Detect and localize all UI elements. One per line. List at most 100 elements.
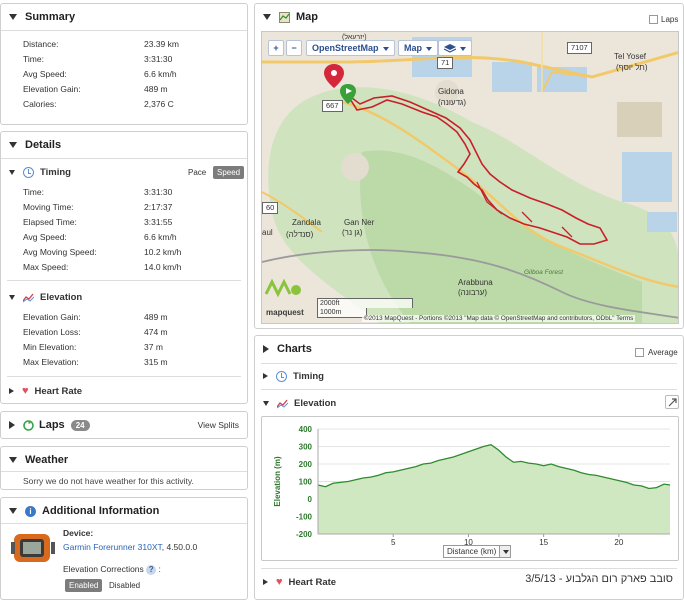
elevation-series-line (317, 444, 671, 490)
additional-info-panel: i Additional Information Device: Garmin … (0, 497, 248, 600)
view-splits-link[interactable]: View Splits (197, 420, 239, 430)
chevron-down-icon (426, 46, 432, 51)
zoom-in-button[interactable]: + (268, 40, 284, 56)
clock-icon (23, 166, 34, 178)
place-label: (גן נר) (342, 228, 363, 237)
collapse-icon (9, 142, 17, 148)
details-panel: Details Timing Pace Speed Time: 3:31:30 M… (0, 131, 248, 404)
device-label: Device: (63, 528, 94, 538)
additional-info-title: Additional Information (42, 505, 160, 517)
laps-panel: Laps 24 View Splits (0, 411, 248, 439)
place-label: Gidona (438, 87, 464, 96)
heart-icon: ♥ (276, 575, 283, 588)
map-panel: Map Laps (254, 3, 684, 329)
help-icon[interactable]: ? (146, 565, 157, 575)
timing-subheader[interactable]: Timing (9, 164, 71, 180)
layers-button[interactable] (438, 40, 472, 56)
map-title: Map (296, 11, 318, 23)
layer-select[interactable]: OpenStreetMap (306, 40, 395, 56)
x-axis-select[interactable]: Distance (km) (443, 545, 511, 558)
y-tick-label: 300 (299, 443, 313, 452)
device-info: Garmin Forerunner 310XT, 4.50.0.0 (63, 542, 198, 552)
expand-arrows-icon (668, 398, 677, 407)
chevron-down-icon (460, 46, 466, 51)
road-shield: 60 (262, 202, 279, 214)
x-tick-label: 5 (391, 538, 396, 547)
elevation-chart: 400 300 200 100 0 -100 -200 5 10 15 20 Elevation (m… (261, 416, 679, 561)
charts-header[interactable]: Charts (255, 336, 683, 362)
place-label: Tel Yosef (614, 52, 647, 61)
scale-bar-m: 1000m (317, 308, 367, 318)
timing-title: Timing (40, 166, 71, 178)
enabled-toggle[interactable]: Enabled (65, 579, 103, 592)
heart-rate-title: Heart Rate (34, 385, 83, 397)
road-shield: 71 (437, 57, 454, 69)
y-tick-label: 0 (308, 495, 313, 504)
charts-panel: Charts Average Timing Elevation 400 300 20… (254, 335, 684, 600)
map-attribution[interactable]: ©2013 MapQuest - Portions ©2013 "Map dat… (362, 315, 636, 322)
map-header[interactable]: Map (255, 4, 683, 30)
place-label: Gilboa Forest (524, 269, 564, 276)
x-tick-label: 15 (539, 538, 548, 547)
average-checkbox[interactable] (635, 348, 644, 357)
activity-name: סובב פארק רום הגלבוע - 3/5/13 (525, 573, 673, 585)
mapquest-logo: mapquest (266, 308, 304, 317)
laps-icon (23, 419, 34, 431)
details-header[interactable]: Details (1, 132, 247, 158)
additional-info-header[interactable]: i Additional Information (1, 498, 247, 524)
average-checkbox-label: Average (648, 348, 678, 357)
expand-chart-button[interactable] (665, 395, 679, 409)
chart-timing-title: Timing (293, 370, 324, 382)
disabled-toggle[interactable]: Disabled (109, 581, 141, 590)
info-icon: i (25, 505, 36, 517)
collapse-icon (9, 508, 17, 514)
laps-header[interactable]: Laps 24 (1, 412, 247, 438)
zoom-out-button[interactable]: − (286, 40, 302, 56)
map-canvas[interactable]: + − OpenStreetMap Map 7107 71 667 60 Tel… (261, 31, 679, 324)
expand-icon (263, 579, 268, 585)
summary-title: Summary (25, 11, 76, 23)
clock-icon (276, 370, 287, 382)
summary-header[interactable]: Summary (1, 4, 247, 30)
weather-title: Weather (25, 454, 69, 466)
pace-toggle[interactable]: Pace (188, 168, 207, 177)
place-label: (ערבונה) (458, 288, 488, 297)
device-watch-icon (11, 534, 55, 562)
y-tick-label: -100 (296, 513, 313, 522)
heart-icon: ♥ (22, 384, 29, 397)
collapse-icon (9, 457, 17, 463)
elevation-area (318, 444, 670, 534)
speed-toggle[interactable]: Speed (213, 166, 245, 179)
weather-header[interactable]: Weather (1, 447, 247, 473)
elevation-title: Elevation (40, 291, 83, 303)
place-label: (סנדלה) (286, 230, 314, 239)
weather-message: Sorry we do not have weather for this ac… (23, 476, 194, 486)
place-label: Arabbuna (458, 278, 493, 287)
road-shield: 667 (322, 100, 343, 112)
laps-checkbox[interactable] (649, 15, 658, 24)
summary-panel: Summary Distance: 23.39 km Time: 3:31:30 A… (0, 3, 248, 125)
collapse-icon (9, 14, 17, 20)
y-tick-label: 200 (299, 460, 313, 469)
place-label: (תל יוסף) (616, 63, 648, 72)
elevation-subheader[interactable]: Elevation (9, 289, 82, 305)
elevation-icon (277, 399, 288, 408)
y-tick-label: 400 (299, 425, 313, 434)
collapse-icon (9, 169, 15, 175)
x-tick-label: 20 (614, 538, 623, 547)
elevation-corrections-label: Elevation Corrections ? : (63, 564, 161, 575)
x-tick-label: 10 (464, 538, 473, 547)
chevron-down-icon (382, 46, 389, 51)
map-type-select[interactable]: Map (398, 40, 438, 56)
device-link[interactable]: Garmin Forerunner 310XT (63, 542, 162, 552)
scale-bar-ft: 2000ft (317, 298, 413, 308)
chart-elevation-subheader[interactable]: Elevation (263, 395, 336, 411)
chart-heart-rate-subheader[interactable]: ♥ Heart Rate (263, 574, 336, 590)
y-tick-label: 100 (299, 478, 313, 487)
chart-timing-subheader[interactable]: Timing (263, 368, 324, 384)
laps-count-badge: 24 (70, 419, 90, 431)
expand-icon (263, 373, 268, 379)
heart-rate-subheader[interactable]: ♥ Heart Rate (9, 383, 82, 399)
place-label: (יזרעאל) (342, 34, 367, 41)
laps-checkbox-label: Laps (661, 15, 679, 24)
